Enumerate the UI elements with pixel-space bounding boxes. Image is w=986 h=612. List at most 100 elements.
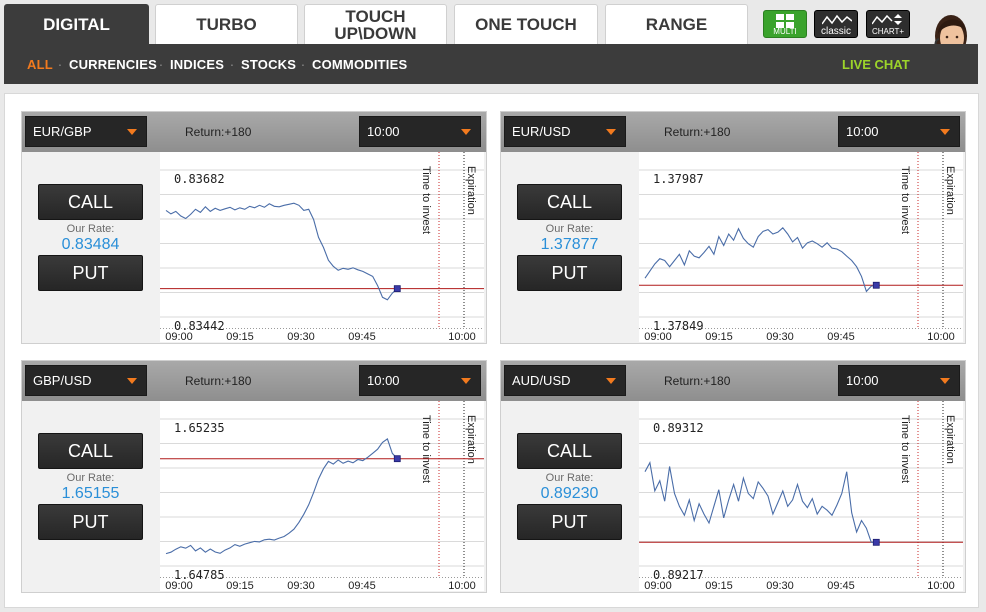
expiry-select[interactable]: 10:00 xyxy=(359,116,481,147)
expiry-select[interactable]: 10:00 xyxy=(838,365,960,396)
asset-name: EUR/USD xyxy=(512,124,571,139)
asset-name: GBP/USD xyxy=(33,373,92,388)
chart-plus-label: CHART+ xyxy=(871,27,905,36)
asset-name: EUR/GBP xyxy=(33,124,92,139)
category-separator: . xyxy=(159,53,163,69)
y-bottom-label: 0.83442 xyxy=(174,319,225,333)
multi-view-label: MULTI xyxy=(773,27,797,36)
dropdown-arrow-icon xyxy=(940,129,950,135)
grid-icon xyxy=(776,14,794,28)
return-label: Return:+180 xyxy=(664,125,731,139)
x-tick-label: 10:00 xyxy=(927,331,955,342)
chart-svg: Time to invest Expiration0.836820.8344209… xyxy=(160,152,484,342)
tab-digital[interactable]: DIGITAL xyxy=(4,4,149,44)
time-to-invest-label: Time to invest xyxy=(420,166,432,234)
category-indices[interactable]: INDICES xyxy=(170,57,225,72)
dropdown-arrow-icon xyxy=(940,378,950,384)
tab-range[interactable]: RANGE xyxy=(605,4,748,44)
x-tick-label: 09:00 xyxy=(644,580,672,591)
asset-select[interactable]: AUD/USD xyxy=(504,365,626,396)
x-tick-label: 09:30 xyxy=(766,580,794,591)
current-price-marker xyxy=(393,455,401,463)
dropdown-arrow-icon xyxy=(606,378,616,384)
category-all[interactable]: ALL xyxy=(27,57,53,72)
multi-view-button[interactable]: MULTI xyxy=(763,10,807,38)
x-tick-label: 10:00 xyxy=(448,331,476,342)
y-top-label: 0.89312 xyxy=(653,421,704,435)
multi-chart-area: EUR/GBP Return:+180 10:00 CALL Our Rate:… xyxy=(4,93,979,608)
chart-background xyxy=(160,401,484,591)
our-rate-value: 0.83484 xyxy=(61,236,120,253)
expiration-label: Expiration xyxy=(944,415,956,464)
put-button[interactable]: PUT xyxy=(38,255,143,291)
asset-name: AUD/USD xyxy=(512,373,571,388)
tab-one-touch[interactable]: ONE TOUCH xyxy=(454,4,598,44)
current-price-marker xyxy=(393,285,401,293)
x-tick-label: 09:45 xyxy=(348,580,376,591)
price-chart[interactable]: Time to invest Expiration 1.37987 1.37849 09… xyxy=(639,152,963,342)
category-stocks[interactable]: STOCKS xyxy=(241,57,297,72)
dropdown-arrow-icon xyxy=(606,129,616,135)
return-label: Return:+180 xyxy=(664,374,731,388)
chart-svg: Time to invest Expiration1.379871.3784909… xyxy=(639,152,963,342)
price-series-line xyxy=(165,438,398,555)
tab-touch-updown[interactable]: TOUCH UP\DOWN xyxy=(304,4,447,44)
our-rate-label: Our Rate: xyxy=(545,472,594,484)
chart-svg: Time to invest Expiration1.652351.6478509… xyxy=(160,401,484,591)
live-chat-link[interactable]: LIVE CHAT xyxy=(842,57,910,72)
put-button[interactable]: PUT xyxy=(517,504,622,540)
time-to-invest-label: Time to invest xyxy=(899,415,911,483)
chart-background xyxy=(160,152,484,342)
chart-updown-icon xyxy=(872,14,902,25)
call-button[interactable]: CALL xyxy=(38,184,143,220)
call-button[interactable]: CALL xyxy=(517,184,622,220)
put-button[interactable]: PUT xyxy=(38,504,143,540)
our-rate-label: Our Rate: xyxy=(66,223,115,235)
call-button[interactable]: CALL xyxy=(517,433,622,469)
y-bottom-label: 0.89217 xyxy=(653,568,704,582)
trade-panel-gbpusd: GBP/USD Return:+180 10:00 CALL Our Rate:… xyxy=(21,360,487,593)
price-series-line xyxy=(644,226,877,293)
current-price-marker xyxy=(872,538,880,546)
asset-select[interactable]: GBP/USD xyxy=(25,365,147,396)
call-button[interactable]: CALL xyxy=(38,433,143,469)
x-tick-label: 09:00 xyxy=(165,331,193,342)
dropdown-arrow-icon xyxy=(127,129,137,135)
classic-view-button[interactable]: classic xyxy=(814,10,858,38)
time-to-invest-label: Time to invest xyxy=(899,166,911,234)
y-top-label: 1.37987 xyxy=(653,172,704,186)
price-chart[interactable]: Time to invest Expiration 0.89312 0.89217 09… xyxy=(639,401,963,591)
x-tick-label: 09:30 xyxy=(287,331,315,342)
expiry-time: 10:00 xyxy=(367,373,400,388)
x-tick-label: 09:45 xyxy=(827,580,855,591)
category-commodities[interactable]: COMMODITIES xyxy=(312,57,408,72)
put-button[interactable]: PUT xyxy=(517,255,622,291)
y-bottom-label: 1.37849 xyxy=(653,319,704,333)
tab-turbo[interactable]: TURBO xyxy=(155,4,298,44)
asset-select[interactable]: EUR/USD xyxy=(504,116,626,147)
tab-touch-line2: UP\DOWN xyxy=(334,23,417,43)
x-tick-label: 09:15 xyxy=(705,331,733,342)
trade-panel-eurusd: EUR/USD Return:+180 10:00 CALL Our Rate:… xyxy=(500,111,966,344)
price-chart[interactable]: Time to invest Expiration 1.65235 1.64785 09… xyxy=(160,401,484,591)
return-label: Return:+180 xyxy=(185,125,252,139)
trade-panel-eurgbp: EUR/GBP Return:+180 10:00 CALL Our Rate:… xyxy=(21,111,487,344)
our-rate-value: 0.89230 xyxy=(540,485,599,502)
category-currencies[interactable]: CURRENCIES xyxy=(69,57,157,72)
expiration-label: Expiration xyxy=(465,415,477,464)
tab-touch-line1: TOUCH xyxy=(345,6,406,26)
dropdown-arrow-icon xyxy=(461,378,471,384)
expiry-select[interactable]: 10:00 xyxy=(838,116,960,147)
price-series-line xyxy=(644,461,877,543)
asset-select[interactable]: EUR/GBP xyxy=(25,116,147,147)
expiry-select[interactable]: 10:00 xyxy=(359,365,481,396)
chart-plus-button[interactable]: CHART+ xyxy=(866,10,910,38)
price-chart[interactable]: Time to invest Expiration 0.83682 0.83442 09… xyxy=(160,152,484,342)
wave-chart-icon xyxy=(822,14,852,25)
panel-header: EUR/GBP Return:+180 10:00 xyxy=(22,112,486,152)
x-tick-label: 09:00 xyxy=(165,580,193,591)
category-separator: . xyxy=(58,53,62,69)
current-price-marker xyxy=(872,281,880,289)
category-filter-bar: ALL . CURRENCIES . INDICES . STOCKS . CO… xyxy=(4,44,978,84)
x-tick-label: 09:30 xyxy=(287,580,315,591)
